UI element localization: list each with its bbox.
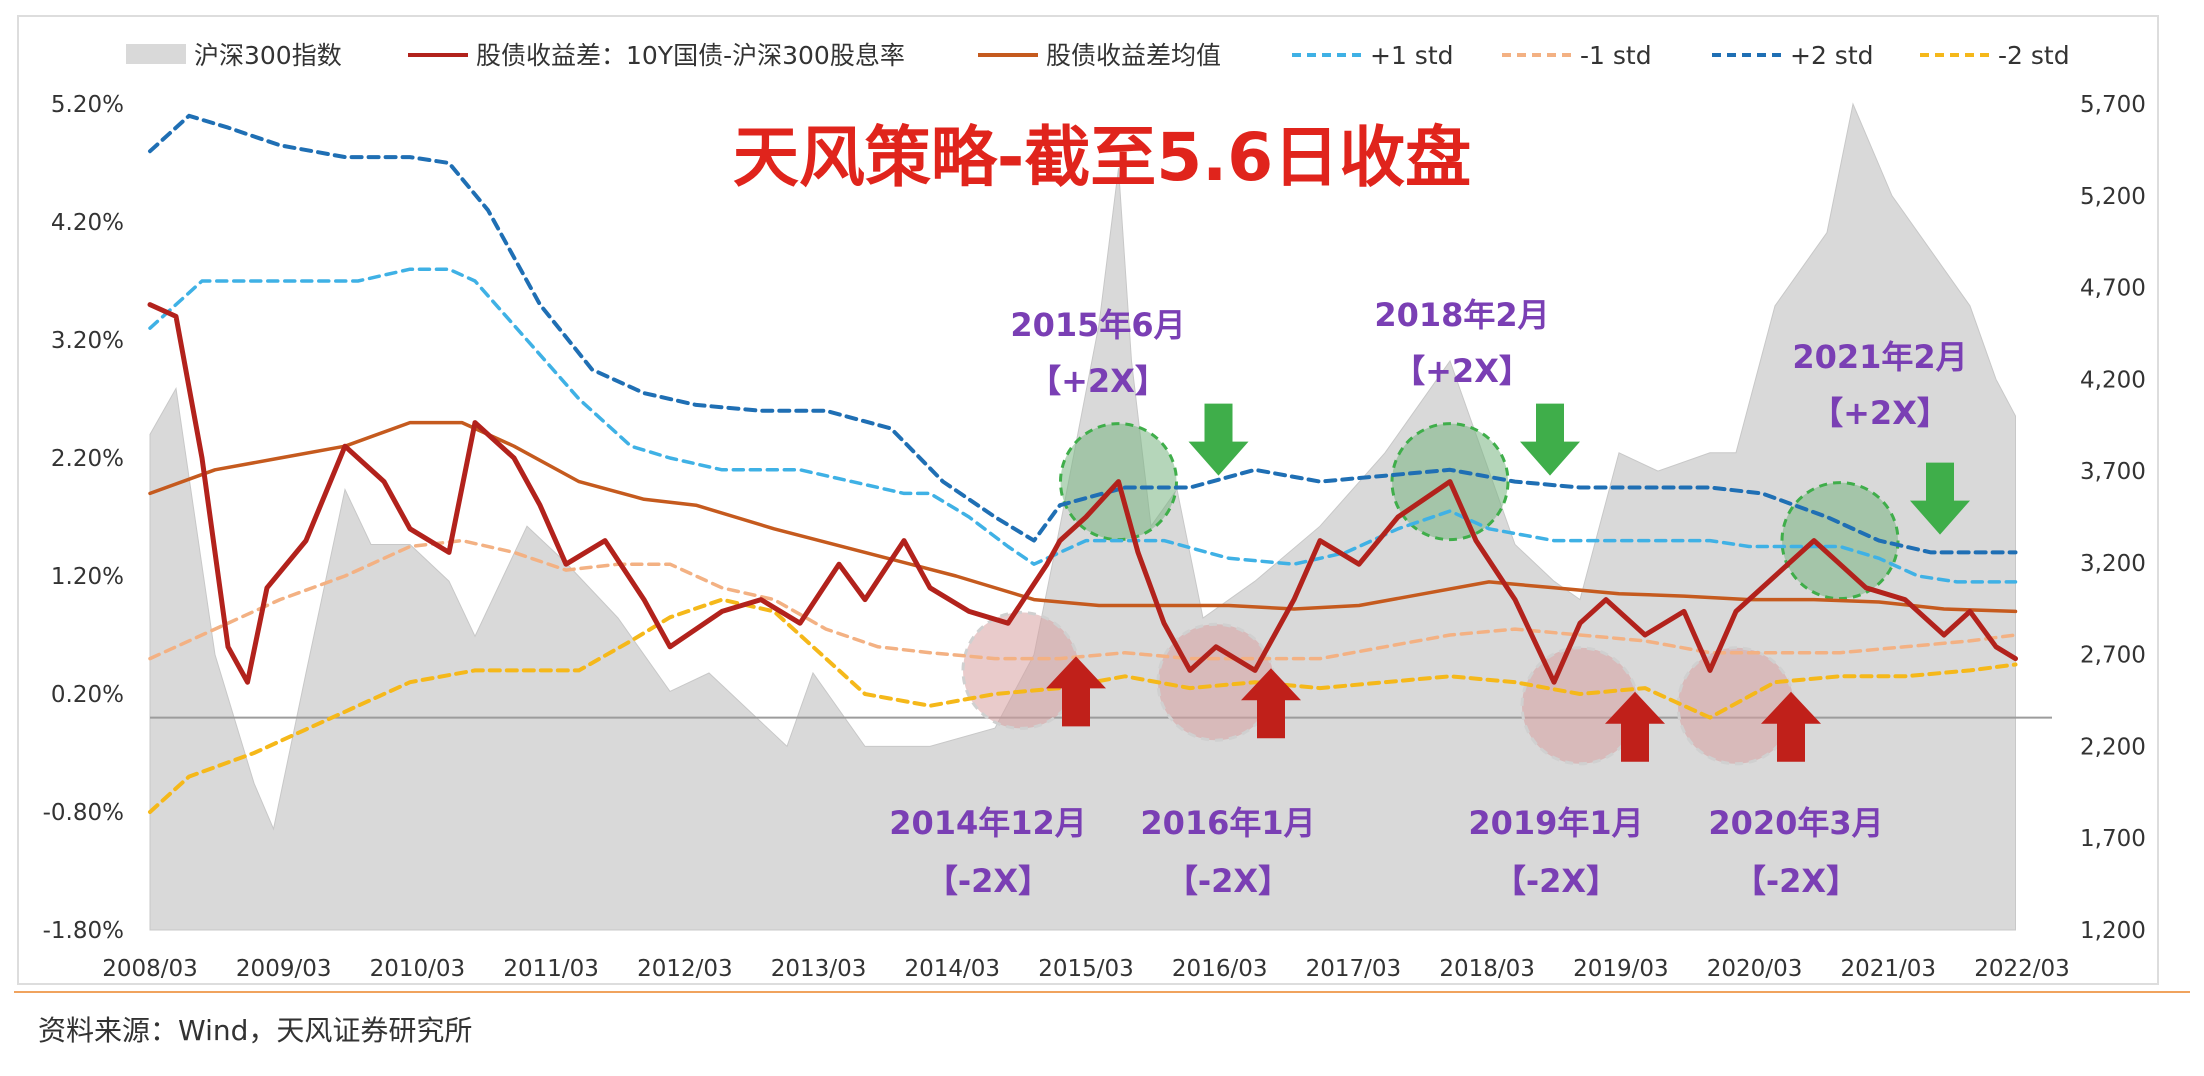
annotation-date: 2019年1月: [1468, 804, 1643, 842]
y-left-tick-label: -0.80%: [43, 800, 124, 826]
series-line-minus2: [148, 597, 2018, 814]
x-tick-label: 2022/03: [1974, 956, 2070, 982]
annotation-date: 2021年2月: [1792, 338, 1967, 376]
y-axis-left: 5.20% 4.20% 3.20% 2.20% 1.20% 0.20% -0.80% -1.8…: [43, 92, 124, 944]
legend-swatch: [126, 44, 186, 64]
y-right-tick-label: 3,700: [2080, 459, 2146, 485]
x-axis: 2008/03 2009/03 2010/03 2011/03 2012/03 2013/…: [102, 956, 2070, 982]
x-tick-label: 2014/03: [905, 956, 1001, 982]
chart-title: 天风策略-截至5.6日收盘: [733, 119, 1471, 196]
series-line-plus2: [148, 113, 2018, 555]
y-right-tick-label: 2,700: [2080, 643, 2146, 669]
annotation-tag: 【-2X】: [926, 862, 1050, 900]
x-tick-label: 2017/03: [1306, 956, 1402, 982]
annotation-labels: 2015年6月【+2X】2018年2月【+2X】 2021年2月【+2X】2014…: [889, 296, 1967, 900]
annotation-date: 2016年1月: [1140, 804, 1315, 842]
annotation-date: 2014年12月: [889, 804, 1087, 842]
y-left-tick-label: 1.20%: [51, 564, 124, 590]
y-right-tick-label: 1,200: [2080, 918, 2146, 944]
trough-highlight-circle: [1520, 646, 1640, 766]
legend-label: 股债收益差均值: [1046, 41, 1221, 70]
series-line-plus1: [148, 267, 2018, 584]
series-line-mean: [148, 420, 2018, 614]
up-arrow-icon: [1605, 691, 1665, 762]
legend-item-plus2: +2 std: [1712, 41, 1874, 70]
annotation-tag: 【-2X】: [1166, 862, 1290, 900]
x-tick-label: 2016/03: [1172, 956, 1268, 982]
x-tick-label: 2021/03: [1841, 956, 1937, 982]
annotation-tag: 【+2X】: [1393, 352, 1531, 390]
x-tick-label: 2018/03: [1439, 956, 1535, 982]
down-arrow-icon: [1520, 403, 1580, 476]
y-left-tick-label: -1.80%: [43, 918, 124, 944]
legend-label: -1 std: [1580, 41, 1652, 70]
x-tick-label: 2008/03: [102, 956, 198, 982]
trough-highlight-circle: [1676, 646, 1796, 766]
series-line-spread: [147, 302, 2018, 685]
annotation-tag: 【+2X】: [1029, 362, 1167, 400]
y-left-tick-label: 4.20%: [51, 210, 124, 236]
legend-label: +2 std: [1790, 41, 1874, 70]
y-left-tick-label: 3.20%: [51, 328, 124, 354]
up-arrow-icon: [1046, 656, 1106, 727]
y-left-tick-label: 0.20%: [51, 682, 124, 708]
legend-item-plus1: +1 std: [1292, 41, 1454, 70]
legend-label: 沪深300指数: [194, 41, 342, 70]
up-arrow-icon: [1241, 668, 1301, 739]
down-arrow-icon: [1910, 462, 1970, 535]
x-tick-label: 2013/03: [771, 956, 867, 982]
up-arrow-icon: [1761, 691, 1821, 762]
legend-label: 股债收益差：10Y国债-沪深300股息率: [476, 41, 905, 70]
legend-item-minus2: -2 std: [1920, 41, 2070, 70]
trough-highlight-circle: [961, 610, 1081, 730]
x-tick-label: 2019/03: [1573, 956, 1669, 982]
x-tick-label: 2012/03: [637, 956, 733, 982]
legend-label: +1 std: [1370, 41, 1454, 70]
legend-item-index: 沪深300指数: [126, 41, 342, 70]
legend-label: -2 std: [1998, 41, 2070, 70]
y-right-tick-label: 4,200: [2080, 367, 2146, 393]
arrow-markers: [1046, 403, 1970, 762]
x-tick-label: 2020/03: [1707, 956, 1803, 982]
y-right-tick-label: 4,700: [2080, 276, 2146, 302]
y-right-tick-label: 5,200: [2080, 184, 2146, 210]
series-lines: [147, 113, 2018, 814]
annotation-tag: 【-2X】: [1494, 862, 1618, 900]
y-left-tick-label: 5.20%: [51, 92, 124, 118]
annotation-tag: 【-2X】: [1734, 862, 1858, 900]
y-axis-right: 5,700 5,200 4,700 4,200 3,700 3,200 2,700 2,200…: [2080, 92, 2146, 944]
x-tick-label: 2009/03: [236, 956, 332, 982]
annotation-tag: 【+2X】: [1811, 394, 1949, 432]
legend-item-mean: 股债收益差均值: [978, 41, 1221, 70]
y-right-tick-label: 5,700: [2080, 92, 2146, 118]
x-tick-label: 2011/03: [503, 956, 599, 982]
annotation-date: 2020年3月: [1708, 804, 1883, 842]
y-right-tick-label: 1,700: [2080, 826, 2146, 852]
legend-item-spread: 股债收益差：10Y国债-沪深300股息率: [408, 41, 905, 70]
annotation-date: 2015年6月: [1010, 306, 1185, 344]
source-note: 资料来源：Wind，天风证券研究所: [38, 1014, 472, 1047]
down-arrow-icon: [1188, 403, 1249, 476]
legend: 沪深300指数 股债收益差：10Y国债-沪深300股息率 股债收益差均值 +1 std…: [126, 41, 2070, 70]
y-right-tick-label: 3,200: [2080, 551, 2146, 577]
x-tick-label: 2010/03: [370, 956, 466, 982]
annotation-date: 2018年2月: [1374, 296, 1549, 334]
y-right-tick-label: 2,200: [2080, 734, 2146, 760]
x-tick-label: 2015/03: [1038, 956, 1134, 982]
legend-item-minus1: -1 std: [1502, 41, 1652, 70]
y-left-tick-label: 2.20%: [51, 446, 124, 472]
